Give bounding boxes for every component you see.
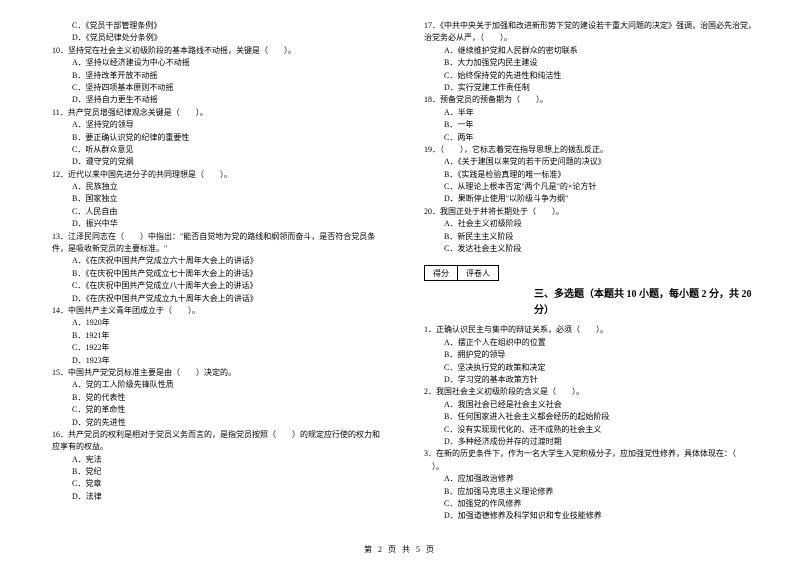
option-text: C．人民自由: [42, 206, 386, 218]
question-text: 11．共产党员增强纪律观念关键是（ ）。: [42, 107, 386, 119]
option-text: B．党纪: [42, 466, 386, 478]
score-box: 得分 评卷人: [424, 265, 758, 281]
option-text: A．《关于建国以来党的若干历史问题的决议》: [414, 156, 758, 168]
option-text: B．大力加强党内民主建设: [414, 57, 758, 69]
option-text: C．1922年: [42, 342, 386, 354]
option-text: C．没有实现现代化的、还不成熟的社会主义: [414, 424, 758, 436]
option-text: D．《党员纪律处分条例》: [42, 32, 386, 44]
option-text: C．加强党的作风修养: [414, 498, 758, 510]
question-text: 16．共产党员的权利是相对于党员义务而言的，是指党员按照（ ）的规定应行使的权力…: [42, 429, 386, 441]
left-column: C．《党员干部管理条例》 D．《党员纪律处分条例》 10．坚持党在社会主义初级阶…: [42, 20, 386, 523]
option-text: A．党的工人阶级先锋队性质: [42, 379, 386, 391]
option-text: B．1921年: [42, 330, 386, 342]
option-text: C．发达社会主义阶段: [414, 243, 758, 255]
option-text: C．《在庆祝中国共产党成立八十周年大会上的讲话》: [42, 280, 386, 292]
option-text: A．坚持党的领导: [42, 119, 386, 131]
option-text: C．党章: [42, 478, 386, 490]
question-text: 2．我国社会主义初级阶段的含义是（ ）。: [414, 386, 758, 398]
page-content: C．《党员干部管理条例》 D．《党员纪律处分条例》 10．坚持党在社会主义初级阶…: [0, 0, 800, 533]
option-text: A．继续维护党和人民群众的密切联系: [414, 45, 758, 57]
option-text: A．我国社会已经是社会主义社会: [414, 399, 758, 411]
grader-label: 评卷人: [458, 265, 499, 281]
option-text: D．学习党的基本政策方针: [414, 374, 758, 386]
question-text: 18．预备党员的预备期为（ ）。: [414, 94, 758, 106]
option-text: B．要正确认识党的纪律的重要性: [42, 132, 386, 144]
option-text: A．社会主义初级阶段: [414, 218, 758, 230]
option-text: D．法律: [42, 491, 386, 503]
option-text: C．坚决执行党的政策和决定: [414, 362, 758, 374]
question-text: 13．江泽民同志在（ ）中指出："能否自觉地为党的路线和纲领而奋斗，是否符合党员…: [42, 231, 386, 243]
option-text: A．半年: [414, 107, 758, 119]
option-text: D．实行党建工作责任制: [414, 82, 758, 94]
question-text-cont: 治党务必从严，（ ）。: [414, 32, 758, 44]
option-text: C．听从群众意见: [42, 144, 386, 156]
option-text: C．坚持四项基本原则不动摇: [42, 82, 386, 94]
option-text: D．多种经济成份并存的过渡时期: [414, 436, 758, 448]
option-text: C．党的革命性: [42, 404, 386, 416]
option-text: B．党的代表性: [42, 392, 386, 404]
option-text: C．从理论上根本否定"两个凡是"的×论方针: [414, 181, 758, 193]
question-text-cont: 应享有的权益。: [42, 441, 386, 453]
option-text: B．国家独立: [42, 193, 386, 205]
option-text: D．振兴中华: [42, 218, 386, 230]
question-text: 17．《中共中央关于加强和改进新形势下党的建设若干重大问题的决定》强调，治国必先…: [414, 20, 758, 32]
question-text: 10．坚持党在社会主义初级阶段的基本路线不动摇，关键是（ ）。: [42, 45, 386, 57]
question-text: 12．近代以来中国先进分子的共同理想是（ ）。: [42, 169, 386, 181]
option-text: B．一年: [414, 119, 758, 131]
question-text-cont: ）。: [414, 461, 758, 473]
option-text: A．坚持以经济建设为中心不动摇: [42, 57, 386, 69]
option-text: A．1920年: [42, 317, 386, 329]
option-text: A．《在庆祝中国共产党成立六十周年大会上的讲话》: [42, 255, 386, 267]
question-text: 3．在新的历史条件下，作为一名大学生入党积极分子，应加强党性修养，具体体现在：（: [414, 448, 758, 460]
option-text: D．遵守党的党纲: [42, 156, 386, 168]
option-text: A．摆正个人在组织中的位置: [414, 337, 758, 349]
score-label: 得分: [424, 265, 458, 281]
question-text: 20．我国正处于并将长期处于（ ）。: [414, 206, 758, 218]
option-text: B．应加强马克思主义理论修养: [414, 486, 758, 498]
question-text: 19．（ ），它标志着党在指导思想上的拨乱反正。: [414, 144, 758, 156]
option-text: B．《实践是检验真理的唯一标准》: [414, 169, 758, 181]
option-text: D．果断停止使用"以阶级斗争为纲": [414, 193, 758, 205]
option-text: B．任何国家进入社会主义都会经历的起始阶段: [414, 411, 758, 423]
page-footer: 第 2 页 共 5 页: [0, 544, 800, 555]
option-text: A．民族独立: [42, 181, 386, 193]
option-text: B．拥护党的领导: [414, 349, 758, 361]
right-column: 17．《中共中央关于加强和改进新形势下党的建设若干重大问题的决定》强调，治国必先…: [414, 20, 758, 523]
option-text: A．宪法: [42, 454, 386, 466]
section-title: 三、多选题（本题共 10 小题，每小题 2 分，共 20 分）: [414, 287, 758, 318]
option-text: D．《在庆祝中国共产党成立九十周年大会上的讲话》: [42, 293, 386, 305]
option-text: D．加强道德修养及科学知识和专业技能修养: [414, 510, 758, 522]
option-text: D．党的先进性: [42, 417, 386, 429]
option-text: C．《党员干部管理条例》: [42, 20, 386, 32]
option-text: B．新民主主义阶段: [414, 231, 758, 243]
question-text-cont: 件，是吸收新党员的主要标准。": [42, 243, 386, 255]
option-text: D．坚持自力更生不动摇: [42, 94, 386, 106]
option-text: B．坚持改革开放不动摇: [42, 70, 386, 82]
option-text: D．1923年: [42, 355, 386, 367]
option-text: A．应加强政治修养: [414, 473, 758, 485]
option-text: B．《在庆祝中国共产党成立七十周年大会上的讲话》: [42, 268, 386, 280]
option-text: C．始终保持党的先进性和纯洁性: [414, 70, 758, 82]
question-text: 15．中国共产党党员标准主要是由（ ）决定的。: [42, 367, 386, 379]
option-text: C．两年: [414, 132, 758, 144]
question-text: 14．中国共产主义青年团成立于（ ）。: [42, 305, 386, 317]
question-text: 1．正确认识民主与集中的辩证关系，必须（ ）。: [414, 324, 758, 336]
